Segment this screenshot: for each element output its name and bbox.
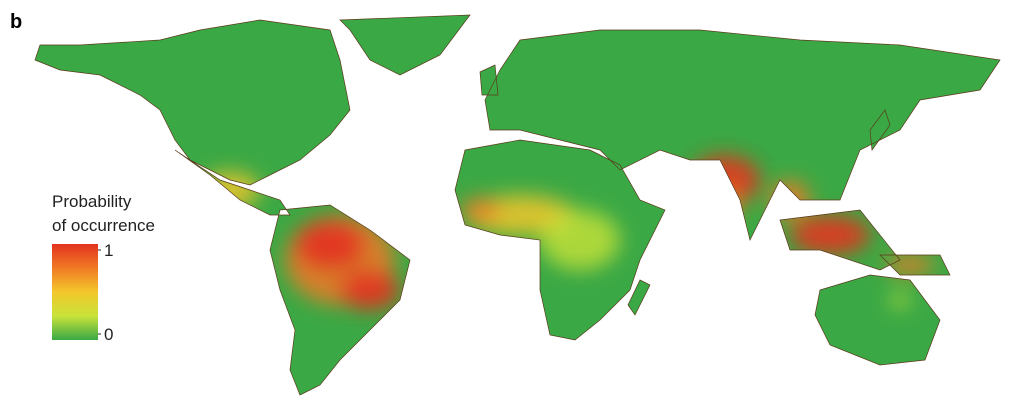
color-scale — [52, 244, 98, 340]
legend-title: of occurrence — [52, 216, 155, 235]
legend-tick-label: 1 — [104, 241, 113, 260]
legend-title: Probability — [52, 192, 132, 211]
legend-tick-label: 0 — [104, 325, 113, 344]
panel-label: b — [10, 11, 22, 33]
